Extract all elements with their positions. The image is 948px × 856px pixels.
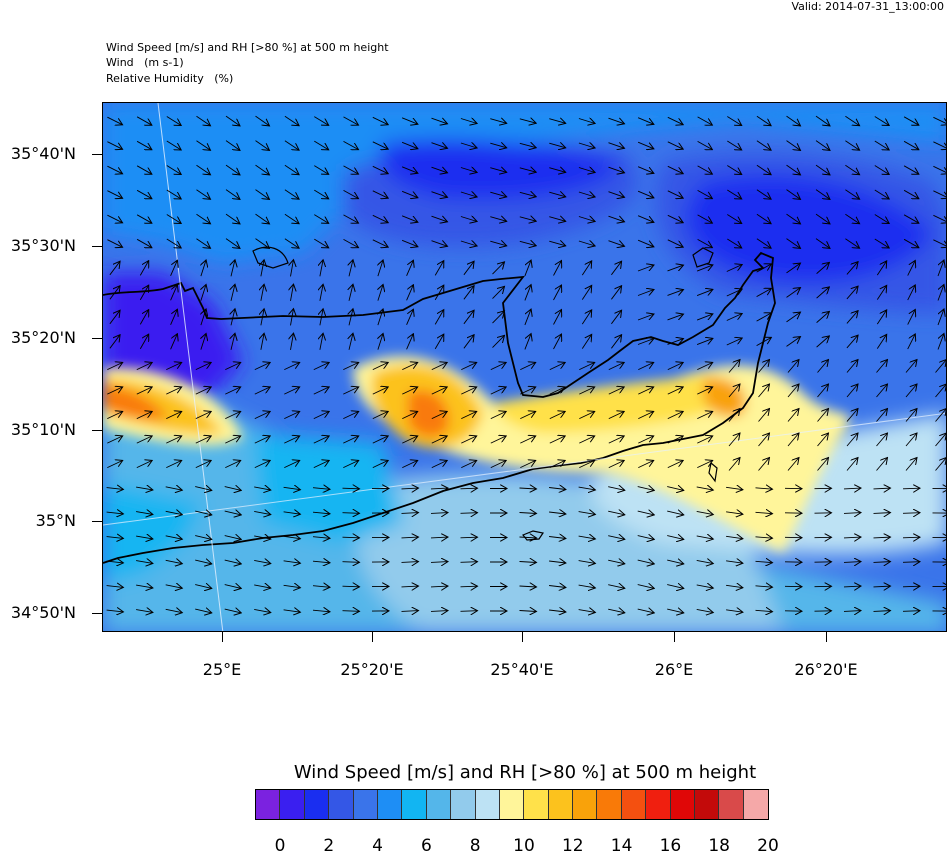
colorbar-tick-label: 10 (513, 836, 535, 856)
valid-time: Valid: 2014-07-31_13:00:00 (791, 0, 944, 13)
colorbar-swatch (719, 790, 743, 819)
colorbar-tick-label: 8 (470, 836, 481, 856)
colorbar-swatch (549, 790, 573, 819)
wind-arrow (343, 611, 360, 612)
colorbar-swatch (451, 790, 475, 819)
lon-label: 26°E (655, 660, 693, 679)
colorbar-tick-label: 20 (757, 836, 779, 856)
colorbar-swatch (354, 790, 378, 819)
colorbar-swatch (280, 790, 304, 819)
lon-tick (674, 632, 675, 642)
colorbar-swatch (329, 790, 353, 819)
colorbar-swatch (573, 790, 597, 819)
colorbar-tick-label: 4 (372, 836, 383, 856)
colorbar-swatch (500, 790, 524, 819)
colorbar-swatch (695, 790, 719, 819)
lon-tick (826, 632, 827, 642)
colorbar-tick-label: 2 (323, 836, 334, 856)
lat-label: 35°40'N (0, 144, 76, 163)
wind-arrow (343, 586, 360, 587)
wind-arrow (461, 586, 478, 587)
lat-tick (92, 430, 102, 431)
colorbar-swatch (671, 790, 695, 819)
wind-arrow (343, 537, 360, 538)
colorbar-tick-label: 6 (421, 836, 432, 856)
lat-label: 35°10'N (0, 420, 76, 439)
colorbar-tick-label: 12 (562, 836, 584, 856)
colorbar-swatch (378, 790, 402, 819)
wind-arrow (461, 513, 478, 514)
lat-tick (92, 613, 102, 614)
wind-arrow (903, 611, 920, 612)
colorbar-swatch (622, 790, 646, 819)
lat-tick (92, 338, 102, 339)
colorbar-swatch (402, 790, 426, 819)
lat-label: 35°30'N (0, 236, 76, 255)
colorbar-title: Wind Speed [m/s] and RH [>80 %] at 500 m… (0, 762, 948, 783)
colorbar-swatch (305, 790, 329, 819)
wind-arrow (903, 488, 920, 489)
wind-arrow (903, 586, 920, 587)
colorbar-tick-label: 18 (708, 836, 730, 856)
lon-tick (522, 632, 523, 642)
colorbar-tick-label: 0 (275, 836, 286, 856)
wind-arrow (461, 537, 478, 538)
map-panel (102, 102, 947, 632)
lat-label: 35°N (0, 511, 76, 530)
lat-tick (92, 521, 102, 522)
lat-tick (92, 154, 102, 155)
lon-label: 25°40'E (490, 660, 553, 679)
wind-arrow (461, 562, 478, 563)
lat-tick (92, 246, 102, 247)
lon-label: 25°20'E (340, 660, 403, 679)
wind-arrow (343, 488, 360, 489)
lon-tick (372, 632, 373, 642)
header-wind: Wind (m s-1) (106, 56, 184, 69)
wind-arrow (343, 562, 360, 563)
wind-arrow (903, 513, 920, 514)
colorbar-swatch (597, 790, 621, 819)
wind-arrow (461, 488, 478, 489)
wind-arrow (903, 537, 920, 538)
lon-label: 25°E (203, 660, 241, 679)
colorbar-tick-label: 14 (611, 836, 633, 856)
colorbar-swatch (256, 790, 280, 819)
lon-label: 26°20'E (794, 660, 857, 679)
colorbar-swatch (524, 790, 548, 819)
colorbar-tick-label: 16 (660, 836, 682, 856)
lat-label: 34°50'N (0, 603, 76, 622)
colorbar-swatch (427, 790, 451, 819)
colorbar-swatch (476, 790, 500, 819)
colorbar (255, 789, 769, 820)
lat-label: 35°20'N (0, 328, 76, 347)
wind-arrow (343, 513, 360, 514)
lon-tick (222, 632, 223, 642)
header-title: Wind Speed [m/s] and RH [>80 %] at 500 m… (106, 41, 389, 54)
header-humidity: Relative Humidity (%) (106, 72, 233, 85)
colorbar-swatch (646, 790, 670, 819)
wind-arrow (903, 562, 920, 563)
wind-arrow (461, 611, 478, 612)
map-field (103, 103, 947, 632)
colorbar-swatch (744, 790, 768, 819)
